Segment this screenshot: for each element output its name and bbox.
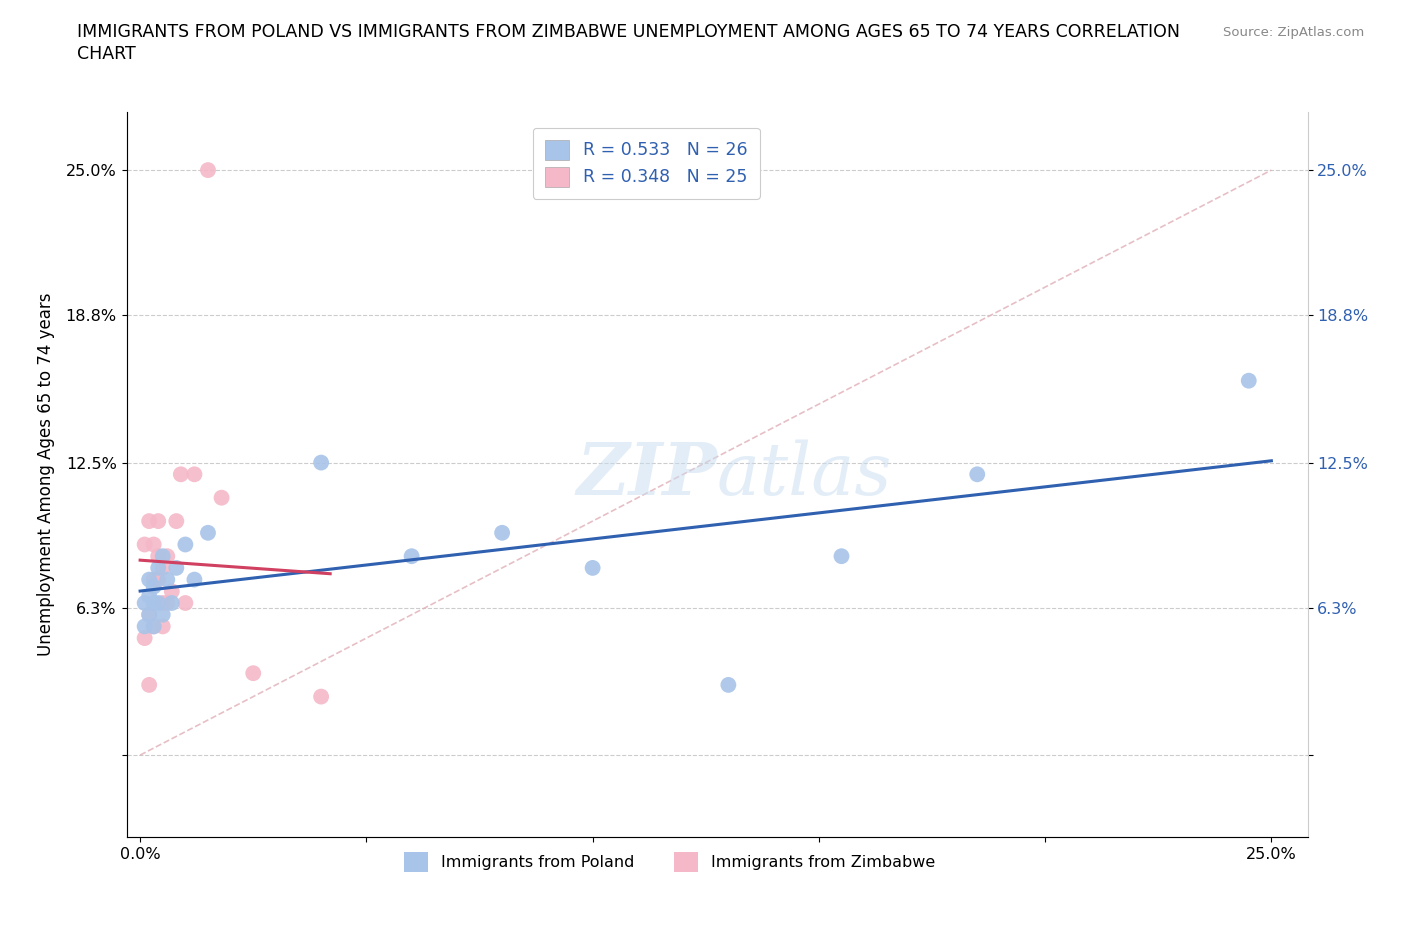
Point (138, 677, 160, 692)
Point (966, 467, 988, 482)
Point (152, 549, 174, 564)
Point (142, 619, 165, 634)
Point (1237, 373, 1260, 388)
Y-axis label: Unemployment Among Ages 65 to 74 years: Unemployment Among Ages 65 to 74 years (37, 293, 55, 656)
Text: ZIP: ZIP (576, 439, 717, 510)
Point (142, 579, 165, 594)
Point (174, 537, 197, 551)
Point (183, 467, 205, 482)
Point (183, 572, 205, 587)
Point (152, 595, 174, 610)
Point (134, 595, 156, 610)
Text: Source: ZipAtlas.com: Source: ZipAtlas.com (1223, 26, 1364, 39)
Point (717, 677, 740, 692)
Point (197, 163, 219, 178)
Point (142, 619, 165, 634)
Point (142, 537, 165, 551)
Point (160, 584, 183, 599)
Point (138, 607, 160, 622)
Point (831, 549, 853, 564)
Point (165, 561, 187, 576)
Point (242, 666, 264, 681)
Point (148, 513, 170, 528)
Point (309, 455, 332, 470)
Point (156, 572, 179, 587)
Point (148, 595, 170, 610)
Point (148, 572, 170, 587)
Point (581, 561, 603, 576)
Point (148, 561, 170, 576)
Point (138, 607, 160, 622)
Point (148, 549, 170, 564)
Point (211, 490, 233, 505)
Point (160, 595, 183, 610)
Point (138, 513, 160, 528)
Point (152, 607, 174, 622)
Point (138, 589, 160, 604)
Point (142, 572, 165, 587)
Point (156, 549, 179, 564)
Point (165, 513, 187, 528)
Point (134, 619, 156, 634)
Point (156, 595, 179, 610)
Text: IMMIGRANTS FROM POLAND VS IMMIGRANTS FROM ZIMBABWE UNEMPLOYMENT AMONG AGES 65 TO: IMMIGRANTS FROM POLAND VS IMMIGRANTS FRO… (77, 23, 1180, 41)
Point (138, 572, 160, 587)
Point (134, 631, 156, 645)
Point (152, 561, 174, 576)
Point (170, 467, 193, 482)
Point (134, 537, 156, 551)
Text: CHART: CHART (77, 45, 136, 62)
Point (174, 595, 197, 610)
Point (401, 549, 423, 564)
Point (152, 619, 174, 634)
Text: atlas: atlas (717, 439, 893, 510)
Legend: Immigrants from Poland, Immigrants from Zimbabwe: Immigrants from Poland, Immigrants from … (396, 844, 943, 880)
Point (309, 689, 332, 704)
Point (197, 525, 219, 540)
Point (491, 525, 513, 540)
Point (142, 595, 165, 610)
